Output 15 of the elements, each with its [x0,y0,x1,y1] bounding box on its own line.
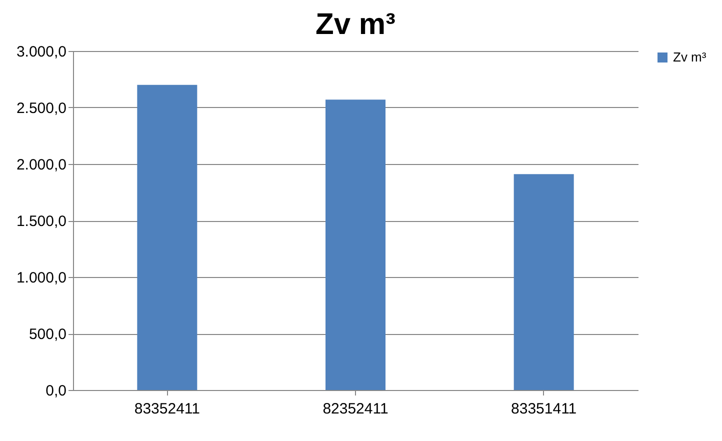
y-tick-label: 1.000,0 [16,270,66,286]
y-tick-label: 2.500,0 [16,100,66,117]
chart-title: Zv m³ [315,8,396,41]
x-tick-label: 82352411 [322,400,388,418]
y-tick-label: 3.000,0 [16,44,66,60]
y-tick-label: 1.500,0 [16,213,66,230]
bar [514,174,574,390]
x-tick-label: 83351411 [511,400,577,418]
y-tick-label: 2.000,0 [16,156,66,174]
y-tick-label: 500,0 [28,326,66,343]
legend-label: Zv m³ [673,50,707,64]
x-tick-label: 83352411 [134,400,200,418]
bar [326,100,386,390]
y-tick-label: 0,0 [46,382,66,400]
bar [137,84,198,390]
